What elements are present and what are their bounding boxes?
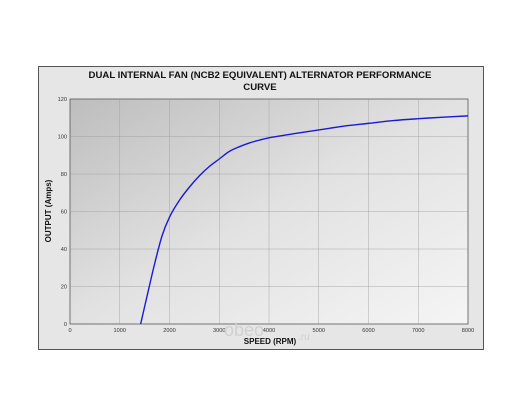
x-axis-ticks: 0 1000 2000 3000 4000 5000 6000 7000 8000 bbox=[68, 328, 474, 334]
x-tick-label: 3000 bbox=[213, 328, 225, 334]
chart-title-line1: DUAL INTERNAL FAN (NCB2 EQUIVALENT) ALTE… bbox=[89, 70, 432, 81]
x-tick-label: 4000 bbox=[263, 328, 275, 334]
x-tick-label: 8000 bbox=[462, 328, 474, 334]
y-tick-label: 120 bbox=[58, 97, 67, 103]
y-tick-label: 40 bbox=[61, 247, 67, 253]
x-tick-label: 0 bbox=[68, 328, 71, 334]
y-tick-label: 100 bbox=[58, 135, 67, 141]
x-tick-label: 7000 bbox=[412, 328, 424, 334]
x-tick-label: 2000 bbox=[163, 328, 175, 334]
y-axis-ticks: 0 20 40 60 80 100 120 bbox=[58, 97, 67, 328]
watermark-logo: obeo .ru bbox=[224, 320, 310, 343]
y-tick-label: 0 bbox=[64, 322, 67, 328]
x-tick-label: 6000 bbox=[362, 328, 374, 334]
gridlines bbox=[70, 99, 468, 324]
y-tick-label: 20 bbox=[61, 285, 67, 291]
chart-title-line2: CURVE bbox=[243, 82, 277, 93]
x-axis-label: SPEED (RPM) bbox=[244, 337, 297, 346]
y-axis-label: OUTPUT (Amps) bbox=[44, 179, 53, 242]
x-tick-label: 1000 bbox=[114, 328, 126, 334]
output-curve bbox=[139, 115, 469, 325]
y-tick-label: 80 bbox=[61, 172, 67, 178]
watermark-text: obeo bbox=[224, 320, 264, 340]
series-group bbox=[139, 115, 469, 325]
x-tick-label: 5000 bbox=[313, 328, 325, 334]
y-tick-label: 60 bbox=[61, 210, 67, 216]
watermark-suffix: .ru bbox=[298, 332, 310, 343]
